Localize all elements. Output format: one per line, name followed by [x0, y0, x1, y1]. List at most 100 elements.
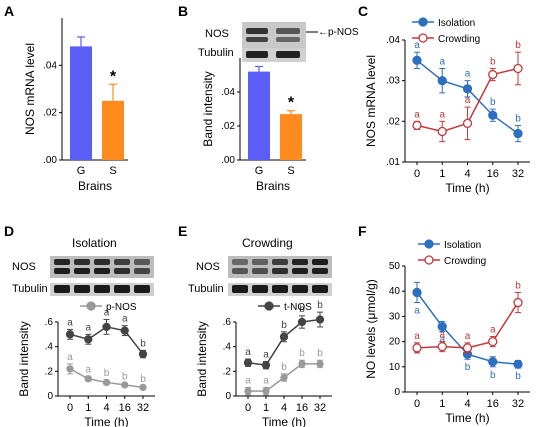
c-legend-label: Isolation: [438, 18, 475, 29]
d-point-p-NOS: [121, 381, 129, 389]
f-point-Crowding: [513, 297, 523, 308]
a-y-title: NOS mRNA level: [23, 43, 37, 135]
blot-label-tubulin-e: Tubulin: [188, 283, 224, 295]
e-point-p-NOS: [262, 387, 270, 395]
blot-band-tubulin: [74, 285, 90, 293]
d-xtick-label: 32: [137, 402, 149, 414]
blot-band-upper: [232, 259, 248, 265]
e-point-t-NOS: [261, 361, 271, 370]
d-ytick-label: .2: [45, 366, 54, 377]
e-sig-letter: b: [281, 362, 287, 373]
f-ytick-label: 10: [389, 362, 401, 373]
e-sig-letter: a: [263, 349, 269, 360]
c-point-Crowding: [488, 69, 498, 80]
f-point-Crowding: [437, 341, 447, 352]
a-bar-S: [102, 100, 124, 160]
e-ytick-label: .6: [223, 317, 232, 328]
b-bar-G: [248, 71, 270, 160]
c-sig-letter: b: [490, 56, 496, 67]
f-xtick-label: 1: [439, 398, 445, 410]
blot-band-lower: [272, 268, 288, 274]
blot-band-lower: [232, 268, 248, 274]
c-point-Isolation: [488, 110, 498, 120]
a-category-label: G: [77, 165, 86, 177]
d-sig-letter: b: [122, 372, 128, 383]
f-sig-letter: b: [490, 370, 496, 381]
blot-band-tubulin: [134, 285, 150, 293]
blot-band-tubulin: [272, 285, 288, 293]
e-xtick-label: 32: [314, 402, 326, 414]
b-x-title: Brains: [256, 179, 290, 193]
c-sig-letter: a: [465, 95, 471, 106]
panel-d-title: Isolation: [72, 236, 117, 250]
e-xtick-label: 4: [281, 402, 287, 414]
a-category-label: S: [109, 165, 116, 177]
e-y-title: Band intensity: [195, 321, 209, 396]
c-sig-letter: a: [439, 56, 445, 67]
d-sig-letter: a: [67, 352, 73, 363]
c-ytick-label: .01: [386, 157, 400, 168]
c-sig-letter: b: [515, 40, 521, 51]
blot-band-upper: [292, 259, 308, 265]
b-ytick-label: .00: [221, 155, 235, 166]
d-ytick-label: .6: [45, 317, 54, 328]
c-point-Crowding: [513, 63, 523, 74]
blot-band-upper: [272, 259, 288, 265]
c-ytick-label: .02: [386, 116, 400, 127]
c-sig-letter: b: [490, 97, 496, 108]
d-xtick-label: 0: [67, 402, 73, 414]
panel-b-bar-chart: .00 .02 .04 G S * Brains Band intensity: [201, 58, 306, 193]
e-sig-letter: b: [281, 320, 287, 331]
blot-band-tubulin: [252, 285, 268, 293]
f-point-Crowding: [488, 336, 498, 347]
f-ytick-label: 20: [389, 337, 401, 348]
c-legend-marker: [418, 17, 428, 27]
e-point-p-NOS: [280, 373, 288, 382]
blot-band-tubulin: [312, 285, 328, 293]
d-point-p-NOS: [66, 365, 74, 373]
c-xtick-label: 4: [464, 168, 470, 180]
blot-band-upper: [312, 259, 328, 265]
blot-band-tubulin: [54, 285, 70, 293]
panel-label-b: B: [178, 3, 188, 19]
c-y-title: NOS mRNA level: [364, 55, 378, 147]
blot-band-upper: [74, 259, 90, 265]
a-ytick-label: .02: [43, 108, 57, 119]
d-xtick-label: 16: [119, 402, 131, 414]
e-point-t-NOS: [243, 358, 253, 367]
e-point-p-NOS: [298, 360, 306, 368]
blot-band-tubulin: [114, 285, 130, 293]
c-point-Crowding: [462, 118, 473, 129]
c-xtick-label: 0: [414, 168, 420, 180]
blot-label-nos-e: NOS: [196, 261, 220, 273]
d-point-t-NOS: [120, 326, 129, 335]
b-ytick-label: .04: [221, 87, 235, 98]
f-point-Crowding: [412, 343, 422, 353]
panel-label-d: D: [4, 223, 14, 239]
d-y-title: Band intensity: [17, 321, 31, 396]
a-ytick-label: .04: [43, 60, 57, 71]
blot-band-lower: [114, 268, 130, 274]
d-point-p-NOS: [102, 378, 111, 387]
d-point-t-NOS: [138, 349, 148, 359]
d-ytick-label: .4: [45, 342, 54, 353]
f-ytick-label: 30: [389, 311, 401, 322]
c-point-Isolation: [437, 76, 447, 86]
blot-label-nos: NOS: [205, 28, 229, 40]
f-sig-letter: b: [515, 280, 521, 291]
f-sig-letter: a: [439, 335, 445, 346]
c-point-Crowding: [437, 126, 447, 137]
f-sig-letter: b: [465, 362, 471, 373]
c-sig-letter: a: [465, 69, 471, 80]
f-legend-label: Isolation: [444, 240, 481, 251]
e-x-title: Time (h): [262, 415, 306, 427]
f-xtick-label: 4: [464, 398, 470, 410]
e-sig-letter: b: [299, 304, 305, 315]
c-sig-letter: a: [414, 40, 420, 51]
c-point-Crowding: [412, 120, 422, 131]
c-xtick-label: 32: [512, 168, 524, 180]
e-xtick-label: 0: [245, 402, 251, 414]
